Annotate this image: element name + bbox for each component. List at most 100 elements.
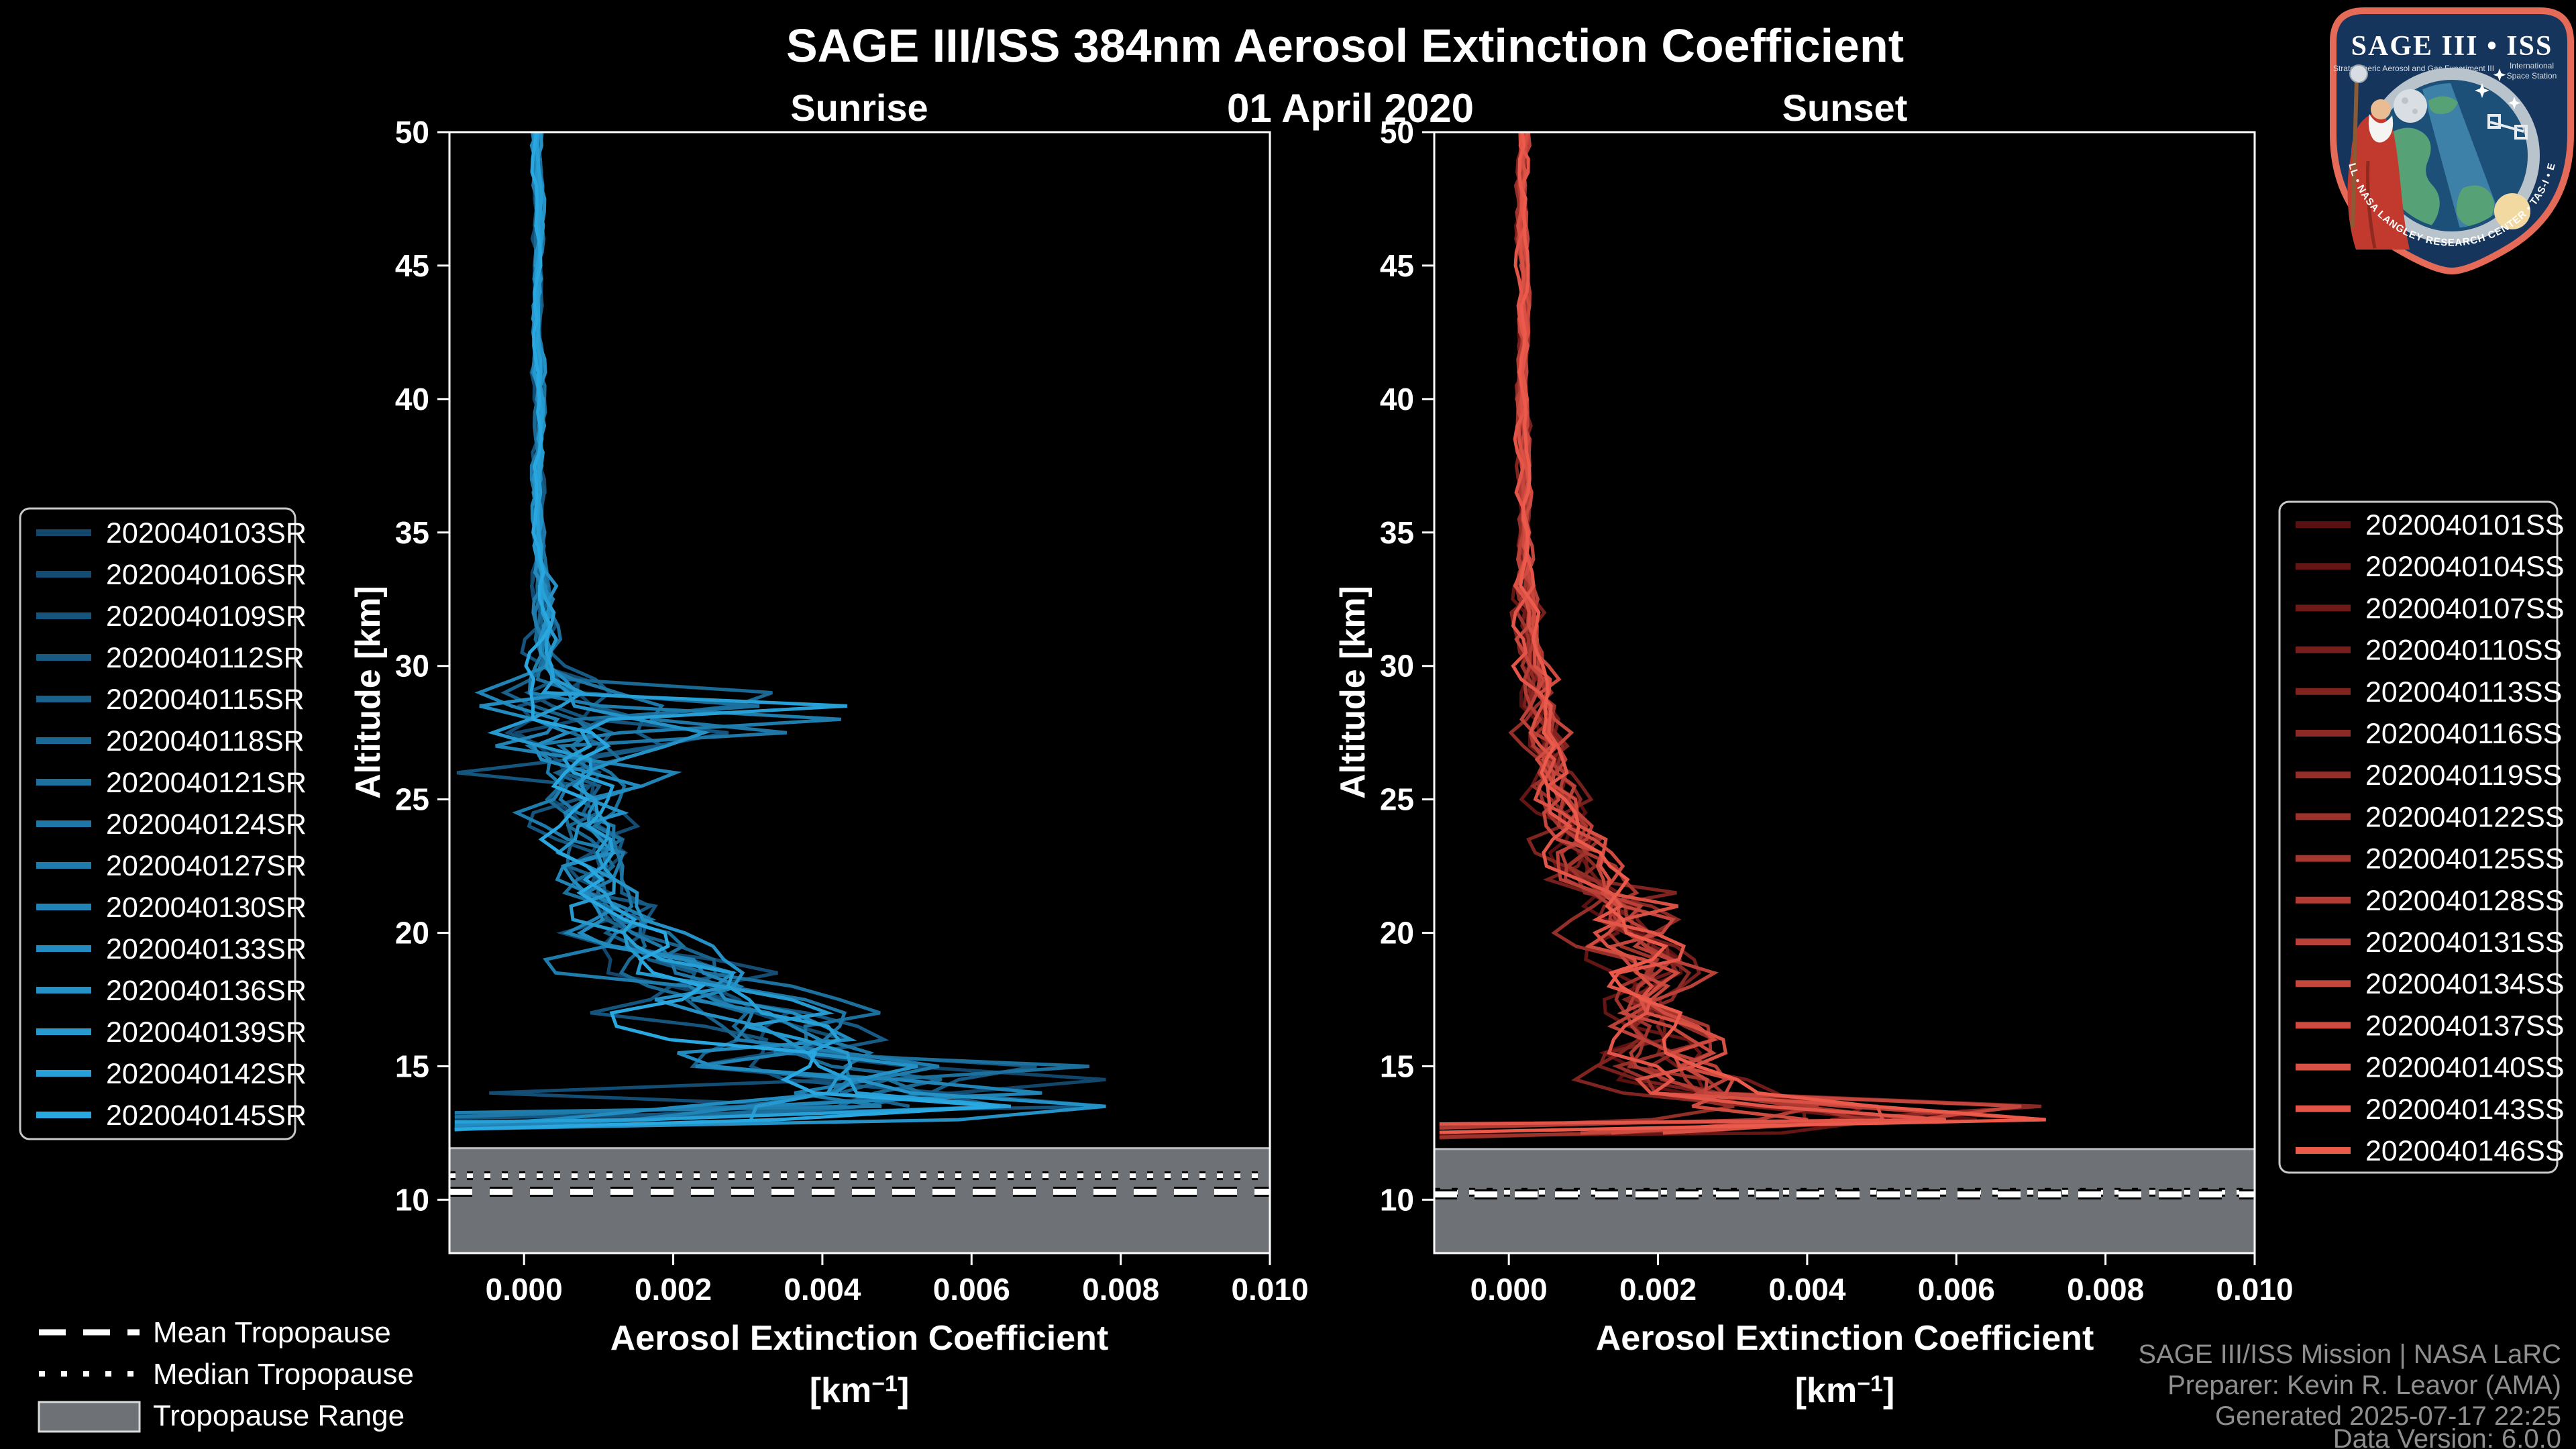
sunrise-legend-item: 2020040115SR (36, 684, 305, 716)
sunrise-xunit-close: ] (898, 1371, 909, 1410)
logo-iss (2487, 114, 2528, 140)
logo-sun (2494, 193, 2530, 229)
sunrise-legend: 2020040103SR 2020040106SR 2020040109SR 2020… (19, 507, 307, 1140)
sunset-legend-label: 2020040104SS (2365, 551, 2565, 583)
sunrise-legend-item: 2020040112SR (36, 642, 305, 674)
logo-continent-east (2456, 185, 2494, 227)
sunset-xlabel: Aerosol Extinction Coefficient (1596, 1319, 2094, 1358)
sunset-series-line-2020040107SS (1519, 131, 1807, 1120)
sunrise-legend-items: 2020040103SR 2020040106SR 2020040109SR 2020… (36, 517, 307, 1132)
sunset-series-line-2020040146SS (1439, 131, 2046, 1134)
header: SAGE III/ISS 384nm Aerosol Extinction Co… (786, 19, 1907, 131)
sunset-legend-label: 2020040128SS (2365, 885, 2565, 917)
sunrise-band-layer (449, 1147, 1270, 1253)
sunrise-legend-item: 2020040109SR (36, 600, 307, 633)
sunrise-series-line-2020040124SR (454, 131, 875, 1119)
sunset-legend-label: 2020040122SS (2365, 801, 2565, 833)
sunrise-x-tick-label: 0.010 (1231, 1272, 1308, 1307)
sunrise-legend-item: 2020040133SR (36, 933, 307, 965)
logo-title: SAGE III • ISS (2351, 31, 2553, 62)
sunrise-legend-label: 2020040106SR (106, 559, 307, 591)
sunrise-y-tick-label: 20 (395, 916, 429, 951)
sunrise-x-tick-label: 0.002 (635, 1272, 712, 1307)
sunrise-series (454, 131, 1106, 1132)
figure-title: SAGE III/ISS 384nm Aerosol Extinction Co… (786, 19, 1904, 72)
sunrise-y-tick-label: 35 (395, 515, 429, 550)
logo-continent-north (2428, 96, 2458, 114)
sunset-legend-item: 2020040134SS (2296, 968, 2565, 1000)
sunrise-legend-item: 2020040136SR (36, 975, 307, 1007)
sunset-legend-label: 2020040101SS (2365, 509, 2565, 541)
sunrise-axis-layer: 0.000 0.002 0.004 0.006 0.008 0.010 10 15 20 25 30… (395, 115, 1309, 1307)
tropopause-legend: Mean Tropopause Median Tropopause Tropop… (38, 1316, 414, 1433)
figure-date: 01 April 2020 (1227, 86, 1474, 131)
sunrise-x-tick-label: 0.004 (784, 1272, 861, 1307)
sunset-x-tick-label: 0.002 (1619, 1272, 1697, 1307)
sunrise-legend-item: 2020040118SR (36, 725, 305, 757)
sunset-xunit-sup: −1 (1857, 1371, 1883, 1397)
tropopause-range-sample (38, 1401, 141, 1433)
sunset-panel-title: Sunset (1782, 87, 1908, 129)
sunset-legend-label: 2020040119SS (2365, 759, 2562, 792)
sunrise-plot: 0.000 0.002 0.004 0.006 0.008 0.010 10 15 20 25 30… (349, 115, 1309, 1410)
footer: SAGE III/ISS Mission | NASA LaRC Prepare… (2138, 1340, 2561, 1449)
sunset-y-tick-label: 35 (1380, 515, 1414, 550)
sunset-x-tick-label: 0.000 (1470, 1272, 1548, 1307)
sunset-xunit-close: ] (1883, 1371, 1894, 1410)
sunset-series (1439, 131, 2046, 1140)
sunrise-legend-item: 2020040145SR (36, 1099, 307, 1132)
sunset-series-line-2020040134SS (1514, 131, 2022, 1135)
sunset-legend-item: 2020040131SS (2296, 926, 2565, 959)
sunrise-legend-label: 2020040118SR (106, 725, 305, 757)
sunrise-legend-item: 2020040124SR (36, 808, 307, 841)
sunset-ylabel: Altitude [km] (1334, 586, 1373, 799)
sunset-y-tick-label: 10 (1380, 1182, 1414, 1217)
sunrise-legend-label: 2020040130SR (106, 892, 307, 924)
sunset-legend-label: 2020040143SS (2365, 1093, 2565, 1126)
sunset-y-tick-label: 50 (1380, 115, 1414, 150)
sunset-x-tick-label: 0.006 (1918, 1272, 1995, 1307)
sunrise-legend-label: 2020040142SR (106, 1058, 307, 1090)
sunrise-legend-label: 2020040124SR (106, 808, 307, 841)
sunset-legend-item: 2020040116SS (2296, 718, 2562, 750)
sunrise-series-line-2020040139SR (487, 132, 853, 1121)
sunset-y-tick-label: 45 (1380, 248, 1414, 283)
logo-figure-robe-fold (2365, 160, 2377, 249)
sunrise-y-tick-label: 25 (395, 782, 429, 817)
sunset-series-line-2020040143SS (1439, 131, 1946, 1126)
sunrise-legend-frame (19, 507, 297, 1140)
sunrise-xunit-open: [km (810, 1371, 871, 1410)
logo-figure-staff (2351, 78, 2359, 229)
sunset-legend-item: 2020040137SS (2296, 1010, 2565, 1042)
sunset-series-line-2020040137SS (1513, 131, 1809, 1135)
sunrise-xunit-sup: −1 (871, 1371, 898, 1397)
sunrise-legend-item: 2020040139SR (36, 1016, 307, 1049)
sunrise-legend-item: 2020040130SR (36, 892, 307, 924)
footer-generated: Generated 2025-07-17 22:25 (2215, 1401, 2561, 1431)
sunset-y-tick-label: 30 (1380, 649, 1414, 684)
sunrise-legend-label: 2020040121SR (106, 767, 307, 799)
sunset-tropopause-band (1434, 1148, 2255, 1253)
logo-moon-crater2 (2412, 109, 2418, 114)
sunrise-x-tick-label: 0.008 (1082, 1272, 1159, 1307)
sunrise-legend-label: 2020040127SR (106, 850, 307, 882)
sunrise-y-tick-label: 10 (395, 1182, 429, 1217)
sunrise-tropopause-band (449, 1148, 1270, 1253)
sunrise-panel-title: Sunrise (790, 87, 928, 129)
sunrise-series-line-2020040142SR (454, 131, 1012, 1124)
sunrise-legend-label: 2020040133SR (106, 933, 307, 965)
sunrise-y-tick-label: 30 (395, 649, 429, 684)
sunset-legend-item: 2020040104SS (2296, 551, 2565, 583)
sunset-legend-item: 2020040119SS (2296, 759, 2562, 792)
sunrise-y-tick-label: 15 (395, 1049, 429, 1084)
sunset-band-layer (1434, 1148, 2255, 1253)
sunset-x-tick-label: 0.008 (2067, 1272, 2144, 1307)
sunrise-legend-item: 2020040121SR (36, 767, 307, 799)
footer-preparer: Preparer: Kevin R. Leavor (AMA) (2167, 1371, 2561, 1400)
logo-stars (2475, 68, 2521, 109)
sunset-legend-item: 2020040113SS (2296, 676, 2562, 708)
logo-subtitle-right1: International (2510, 61, 2554, 70)
sunrise-legend-label: 2020040112SR (106, 642, 305, 674)
sunrise-legend-label: 2020040109SR (106, 600, 307, 633)
